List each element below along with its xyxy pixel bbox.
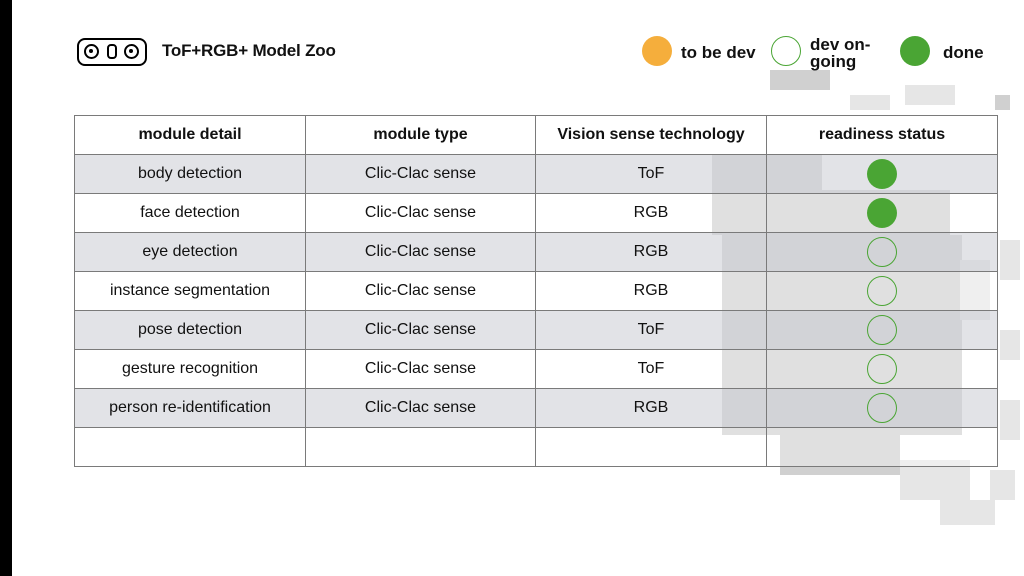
cell-module-detail: eye detection	[74, 232, 306, 272]
table-row: gesture recognition Clic-Clac sense ToF	[74, 349, 998, 389]
logo-icon	[77, 38, 147, 66]
cell-vision-tech: RGB	[535, 193, 767, 233]
cell-module-type: Clic-Clac sense	[305, 271, 536, 311]
cell-vision-tech: RGB	[535, 232, 767, 272]
cell-vision-tech: ToF	[535, 154, 767, 194]
table-row: eye detection Clic-Clac sense RGB	[74, 232, 998, 272]
column-header-readiness: readiness status	[766, 115, 998, 155]
cell-readiness	[766, 388, 998, 428]
model-zoo-table: module detail module type Vision sense t…	[74, 115, 998, 467]
cell-module-type: Clic-Clac sense	[305, 154, 536, 194]
legend-dev-ongoing-icon	[771, 36, 801, 66]
cell-vision-tech: RGB	[535, 388, 767, 428]
table-row-empty	[74, 427, 998, 467]
cell-readiness	[766, 310, 998, 350]
legend-done-label: done	[943, 43, 984, 62]
column-header-vision-tech: Vision sense technology	[535, 115, 767, 155]
legend-done-icon	[900, 36, 930, 66]
cell-module-type: Clic-Clac sense	[305, 349, 536, 389]
cell-module-detail: person re-identification	[74, 388, 306, 428]
cell-module-detail: face detection	[74, 193, 306, 233]
table-row: instance segmentation Clic-Clac sense RG…	[74, 271, 998, 311]
cell-module-type: Clic-Clac sense	[305, 388, 536, 428]
cell-module-detail: body detection	[74, 154, 306, 194]
cell-readiness	[766, 271, 998, 311]
cell-module-detail: instance segmentation	[74, 271, 306, 311]
cell-module-type	[305, 427, 536, 467]
cell-readiness	[766, 232, 998, 272]
cell-module-type: Clic-Clac sense	[305, 310, 536, 350]
status-ongoing-icon	[867, 237, 897, 267]
column-header-module-type: module type	[305, 115, 536, 155]
cell-vision-tech	[535, 427, 767, 467]
legend-dev-ongoing-label: dev on- going	[810, 35, 871, 71]
cell-module-detail	[74, 427, 306, 467]
cell-readiness	[766, 154, 998, 194]
cell-readiness	[766, 349, 998, 389]
cell-readiness	[766, 427, 998, 467]
cell-module-type: Clic-Clac sense	[305, 232, 536, 272]
column-header-module-detail: module detail	[74, 115, 306, 155]
table-row: body detection Clic-Clac sense ToF	[74, 154, 998, 194]
table-row: face detection Clic-Clac sense RGB	[74, 193, 998, 233]
cell-vision-tech: ToF	[535, 310, 767, 350]
table-row: person re-identification Clic-Clac sense…	[74, 388, 998, 428]
status-ongoing-icon	[867, 276, 897, 306]
cell-readiness	[766, 193, 998, 233]
status-ongoing-icon	[867, 315, 897, 345]
cell-vision-tech: ToF	[535, 349, 767, 389]
status-done-icon	[867, 159, 897, 189]
page-title: ToF+RGB+ Model Zoo	[162, 41, 336, 60]
cell-module-detail: gesture recognition	[74, 349, 306, 389]
table-header-row: module detail module type Vision sense t…	[74, 115, 998, 155]
legend-to-be-dev-icon	[642, 36, 672, 66]
cell-module-type: Clic-Clac sense	[305, 193, 536, 233]
cell-module-detail: pose detection	[74, 310, 306, 350]
status-ongoing-icon	[867, 393, 897, 423]
status-ongoing-icon	[867, 354, 897, 384]
table-row: pose detection Clic-Clac sense ToF	[74, 310, 998, 350]
status-done-icon	[867, 198, 897, 228]
left-edge-bar	[0, 0, 12, 576]
legend-to-be-dev-label: to be dev	[681, 43, 756, 62]
cell-vision-tech: RGB	[535, 271, 767, 311]
